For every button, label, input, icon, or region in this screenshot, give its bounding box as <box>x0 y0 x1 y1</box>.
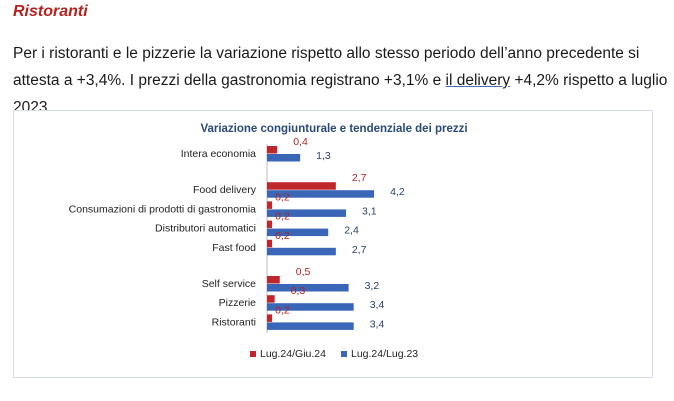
category-label: Intera economia <box>181 148 256 160</box>
legend-label: Lug.24/Giu.24 <box>260 348 326 360</box>
bar-yearly <box>267 154 301 162</box>
bar-yearly <box>267 247 336 256</box>
data-label: 0,5 <box>296 266 311 278</box>
paragraph-text-1: Per i ristoranti e le pizzerie la variaz… <box>13 45 640 89</box>
price-variation-chart: Variazione congiunturale e tendenziale d… <box>13 110 653 378</box>
category-label: Pizzerie <box>219 297 257 309</box>
data-label: 0,3 <box>291 285 306 297</box>
data-label: 0,2 <box>275 304 290 316</box>
bar-monthly <box>267 182 336 190</box>
legend-swatch <box>341 351 347 357</box>
bar-monthly <box>267 314 273 322</box>
category-label: Self service <box>202 278 256 290</box>
data-label: 1,3 <box>316 150 331 162</box>
legend-swatch <box>250 351 256 357</box>
legend: Lug.24/Giu.24 Lug.24/Lug.23 <box>250 348 418 360</box>
category-label: Consumazioni di prodotti di gastronomia <box>69 203 257 215</box>
chart-svg: Variazione congiunturale e tendenziale d… <box>69 123 468 360</box>
data-label: 2,4 <box>344 225 359 237</box>
bar-monthly <box>267 201 273 209</box>
data-label: 3,2 <box>365 280 380 292</box>
bar-yearly <box>267 228 329 237</box>
category-label: Ristoranti <box>212 316 256 328</box>
intro-paragraph: Per i ristoranti e le pizzerie la variaz… <box>13 40 668 121</box>
bar-yearly <box>267 209 347 217</box>
legend-label: Lug.24/Lug.23 <box>351 348 418 360</box>
data-label: 3,4 <box>370 318 385 330</box>
category-label: Distributori automatici <box>155 223 256 235</box>
bar-yearly <box>267 284 349 292</box>
delivery-link[interactable]: il delivery <box>445 72 511 89</box>
data-label: 0,4 <box>293 136 308 148</box>
bar-monthly <box>267 239 273 248</box>
bar-monthly <box>267 220 273 229</box>
bar-monthly <box>267 295 275 303</box>
data-label: 3,1 <box>362 205 377 217</box>
bar-monthly <box>267 146 278 154</box>
bar-yearly <box>267 322 354 330</box>
data-label: 2,7 <box>352 244 367 256</box>
bar-yearly <box>267 303 354 311</box>
category-label: Fast food <box>212 242 256 254</box>
data-label: 4,2 <box>390 186 405 198</box>
data-label: 0,2 <box>275 191 290 203</box>
data-label: 2,7 <box>352 172 367 184</box>
data-label: 0,2 <box>275 211 290 223</box>
bar-yearly <box>267 190 375 198</box>
chart-title: Variazione congiunturale e tendenziale d… <box>200 123 467 135</box>
bars-layer: Intera economia 0,4 1,3 Food delivery 2,7 4,2… <box>69 136 405 330</box>
bar-monthly <box>267 276 280 284</box>
data-label: 3,4 <box>370 299 385 311</box>
section-heading: Ristoranti <box>13 3 88 20</box>
data-label: 0,2 <box>275 230 290 242</box>
category-label: Food delivery <box>193 184 257 196</box>
